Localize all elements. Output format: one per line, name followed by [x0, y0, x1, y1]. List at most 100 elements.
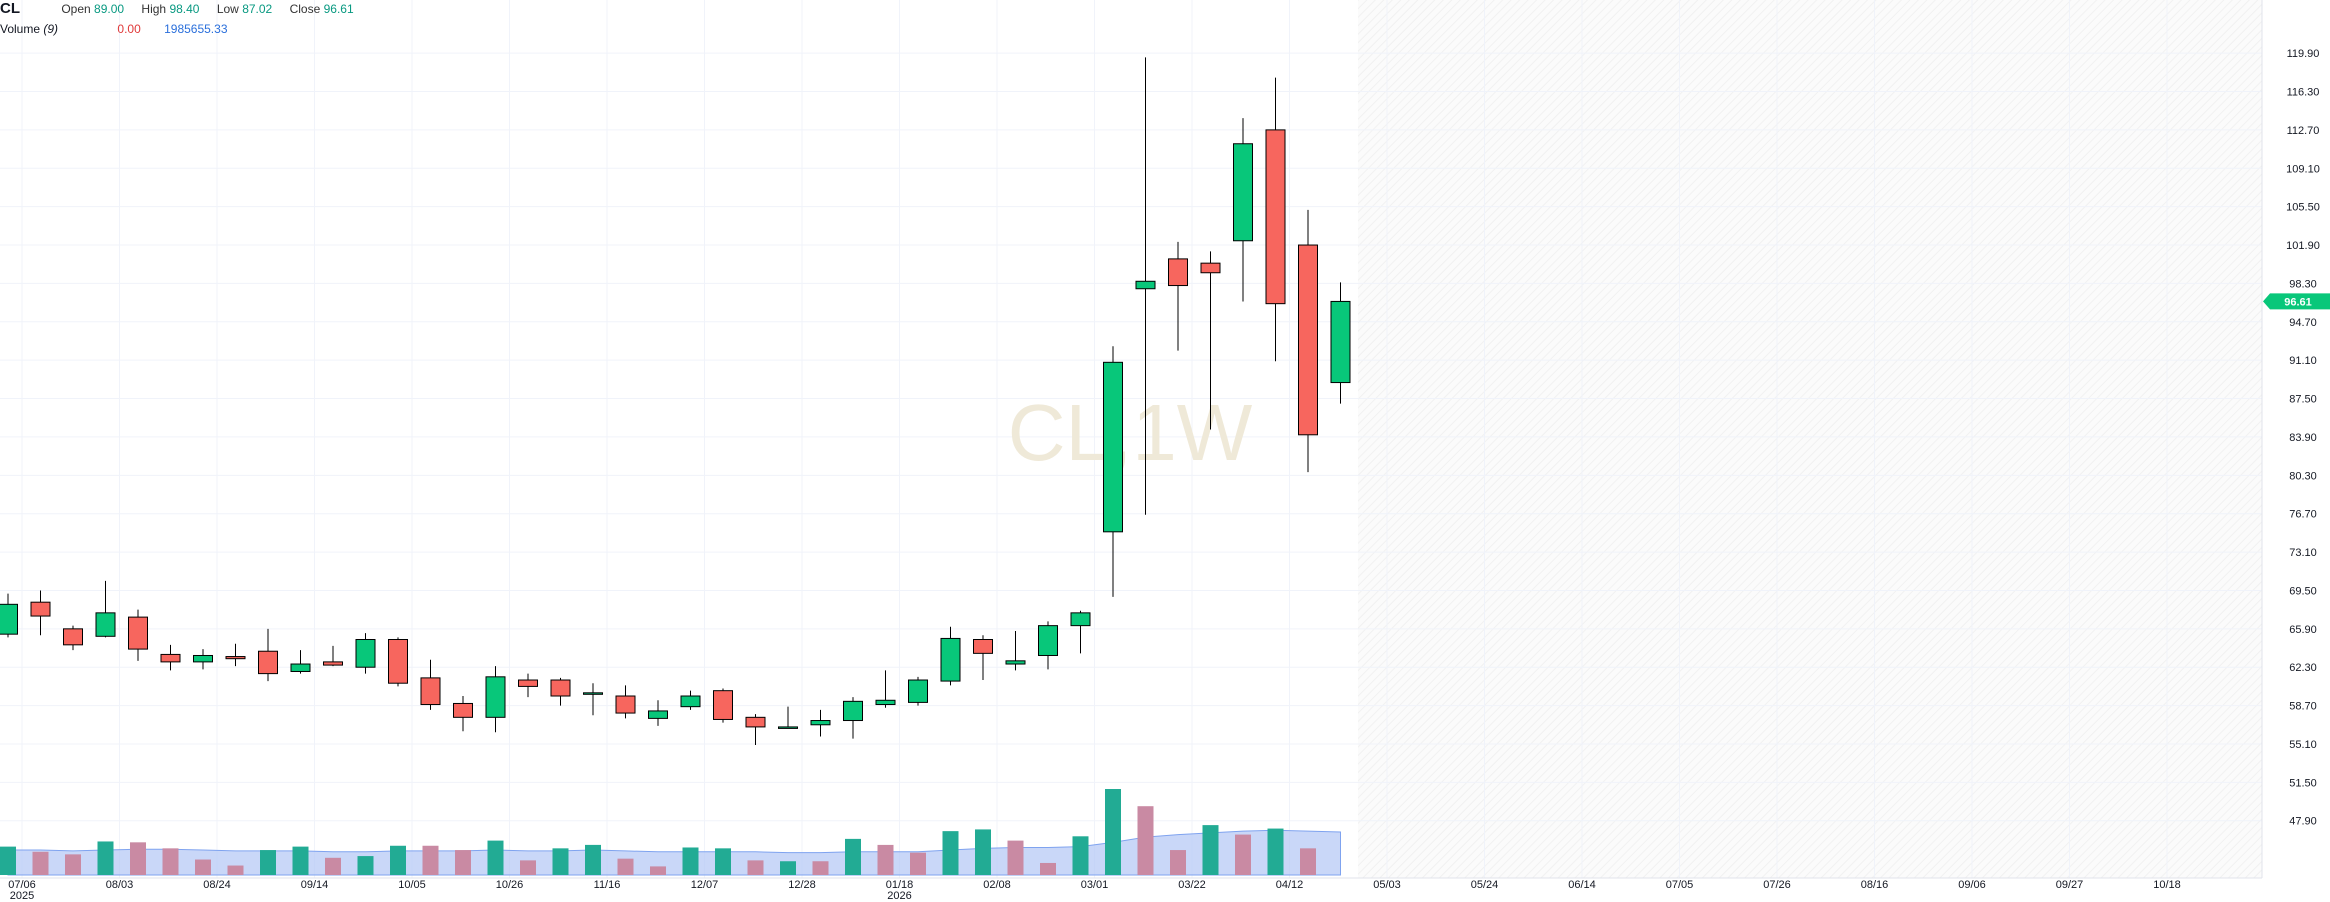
volume-label[interactable]: Volume	[0, 22, 41, 36]
candle-body	[1265, 129, 1286, 305]
candle	[453, 696, 473, 732]
candle	[908, 676, 928, 706]
x-tick-label: 09/06	[1958, 879, 1986, 891]
y-tick-label: 76.70	[2289, 509, 2317, 521]
x-tick-label: 04/12	[1276, 879, 1304, 891]
volume-bar	[292, 846, 309, 875]
x-tick-label: 07/06	[8, 879, 36, 891]
low-value: 87.02	[242, 2, 273, 16]
candle-body	[1330, 300, 1351, 384]
low-label: Low	[216, 2, 239, 16]
candle	[128, 609, 148, 661]
x-tick-label: 12/28	[788, 879, 816, 891]
candle-body	[453, 702, 473, 718]
watermark: CL,1W	[1008, 388, 1253, 477]
x-tick-label: 07/26	[1763, 879, 1791, 891]
volume-bar	[617, 858, 634, 875]
volume-bar	[942, 831, 959, 875]
volume-bar	[715, 848, 731, 875]
candle	[1135, 57, 1156, 515]
candle-body	[290, 663, 311, 672]
volume-change: 0.00	[117, 22, 141, 36]
y-tick-label: 105.50	[2286, 202, 2320, 214]
candle	[940, 626, 961, 686]
x-tick-label: 01/18	[886, 879, 914, 891]
volume-period: (9)	[43, 22, 59, 36]
last-price-tag-shape	[2263, 293, 2330, 310]
candle-body	[1200, 262, 1221, 274]
candle-body	[680, 695, 701, 708]
volume-bar	[65, 854, 81, 875]
y-tick-label: 65.90	[2289, 624, 2317, 636]
y-tick-label: 47.90	[2289, 816, 2317, 828]
symbol-label[interactable]: CL	[0, 0, 20, 17]
x-tick-label: 03/22	[1178, 879, 1206, 891]
candle	[1298, 209, 1318, 473]
close-value: 96.61	[323, 2, 354, 16]
x-tick-label: 12/07	[691, 879, 719, 891]
candle	[290, 650, 311, 674]
candle-body	[160, 653, 181, 663]
candle	[1038, 621, 1058, 670]
candle	[95, 580, 116, 638]
candle	[0, 593, 18, 638]
volume-bar	[877, 844, 894, 875]
volume-bar	[487, 840, 504, 875]
candle-body	[973, 639, 993, 654]
x-tick-label: 07/05	[1666, 879, 1694, 891]
candle	[1265, 77, 1286, 362]
volume-bar	[1235, 834, 1251, 875]
candle	[323, 645, 343, 667]
volume-bar	[1072, 836, 1089, 875]
candle	[1330, 282, 1351, 404]
candle-body	[810, 720, 831, 726]
x-tick-label: 08/16	[1861, 879, 1889, 891]
candle	[160, 644, 181, 671]
y-tick-label: 80.30	[2289, 470, 2317, 482]
open-label: Open	[61, 2, 91, 16]
y-tick-label: 62.30	[2289, 662, 2317, 674]
x-tick-label: 03/01	[1081, 879, 1109, 891]
candle	[258, 628, 278, 682]
candle-body	[258, 650, 278, 675]
candle-body	[63, 628, 83, 646]
volume-bar	[1170, 850, 1186, 875]
grid	[0, 0, 2262, 878]
volume-bar	[1267, 828, 1284, 875]
y-tick-label: 73.10	[2289, 547, 2317, 559]
candle	[1200, 251, 1221, 430]
candle-body	[648, 710, 668, 719]
candle	[225, 643, 246, 667]
volume-bar	[910, 852, 926, 875]
volume-bar	[747, 860, 764, 875]
candle-body	[1135, 280, 1156, 290]
y-tick-label: 83.90	[2289, 432, 2317, 444]
candle	[388, 637, 408, 687]
ohlc-legend: CL Open 89.00 High 98.40 Low 87.02 Close…	[0, 0, 354, 17]
candle-body	[778, 726, 798, 729]
candle	[843, 697, 863, 739]
volume-bar	[1007, 840, 1024, 875]
candle-body	[30, 601, 51, 617]
volume-bar	[812, 861, 829, 875]
volume-bar	[780, 861, 796, 875]
candle-body	[95, 612, 116, 637]
y-tick-label: 119.90	[2287, 48, 2320, 60]
volume-bar	[650, 866, 666, 875]
last-price-tag: 96.61	[2263, 293, 2330, 310]
x-tick-label: 09/27	[2056, 879, 2084, 891]
x-tick-label: 05/24	[1471, 879, 1499, 891]
volume-series	[0, 789, 1341, 876]
volume-bar	[227, 865, 244, 875]
x-year-label: 2026	[887, 890, 911, 902]
candle-body	[388, 639, 408, 684]
x-tick-label: 10/05	[398, 879, 426, 891]
volume-bar	[260, 850, 276, 875]
high-label: High	[141, 2, 167, 16]
volume-bar	[975, 829, 991, 875]
candle	[680, 690, 701, 710]
candle	[485, 666, 506, 733]
y-tick-label: 91.10	[2289, 355, 2317, 367]
x-tick-label: 09/14	[301, 879, 329, 891]
